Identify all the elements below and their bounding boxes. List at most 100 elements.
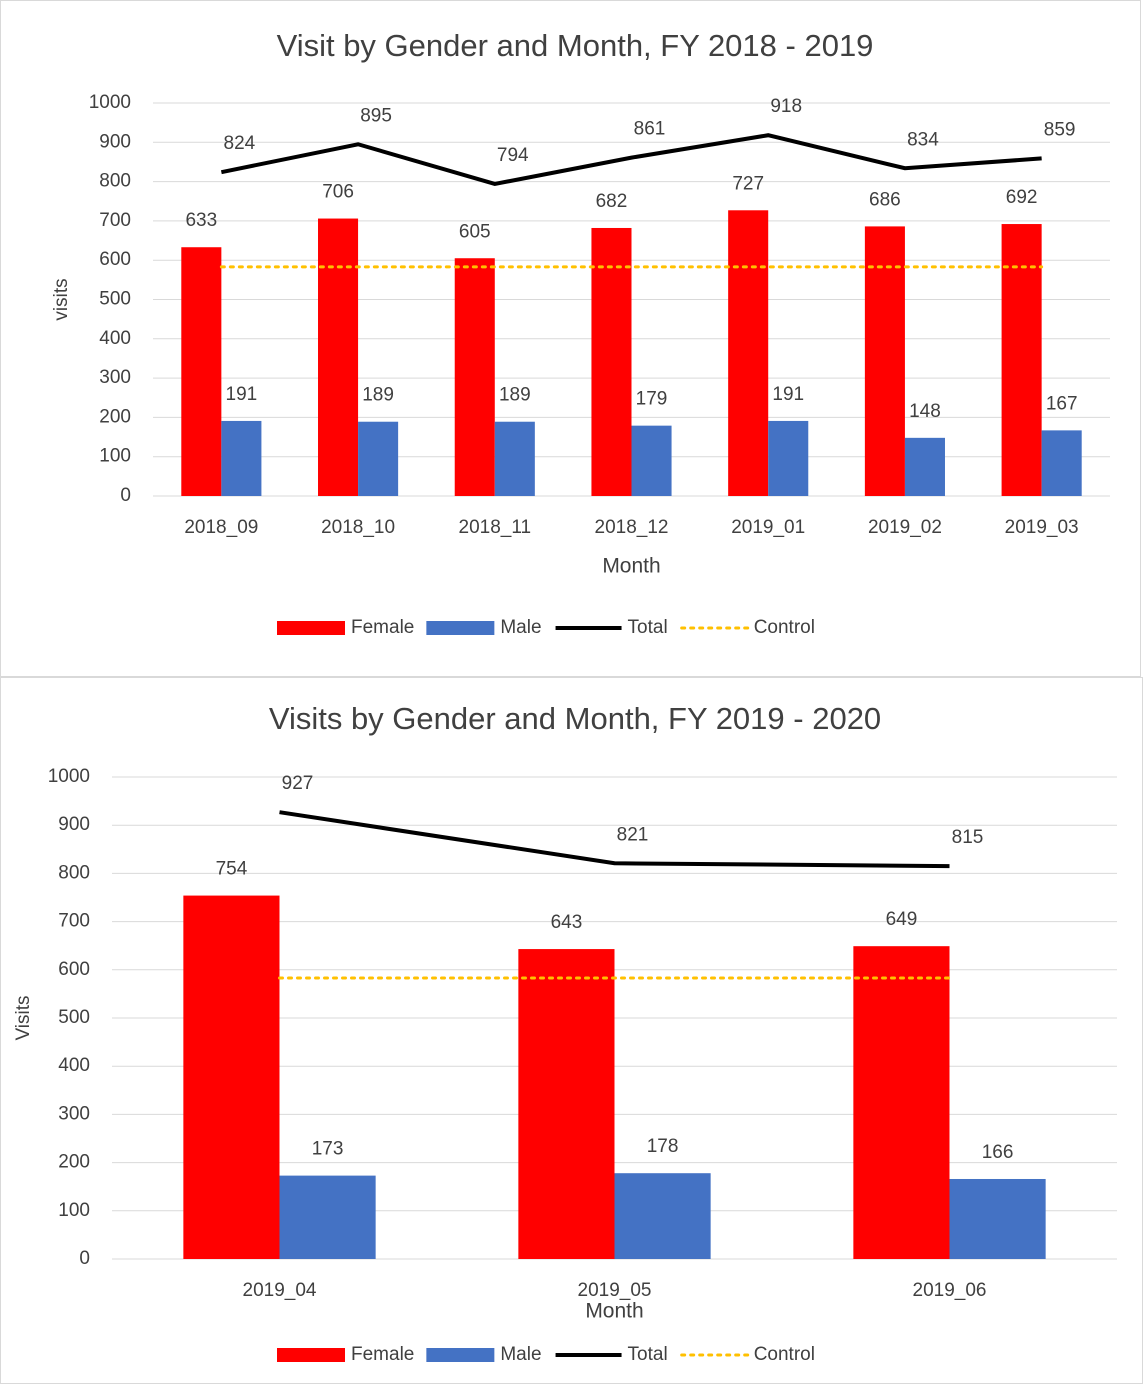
bar — [631, 425, 672, 496]
legend-label: Female — [351, 617, 414, 638]
data-label: 859 — [1044, 119, 1076, 140]
data-label: 918 — [770, 96, 802, 117]
bar — [221, 420, 262, 496]
legend-label: Female — [351, 1344, 414, 1365]
bar — [728, 210, 769, 496]
x-tick-label: 2018_10 — [321, 517, 395, 538]
bar — [318, 218, 359, 497]
y-tick-label: 100 — [58, 1200, 90, 1221]
y-tick-label: 600 — [99, 249, 131, 270]
y-tick-label: 500 — [99, 289, 131, 310]
legend-label: Male — [500, 1344, 541, 1365]
x-tick-label: 2018_12 — [595, 517, 669, 538]
data-label: 895 — [360, 105, 392, 126]
legend-swatch — [426, 1348, 495, 1362]
legend-swatch — [426, 621, 495, 635]
bar — [518, 949, 615, 1259]
data-label: 633 — [185, 210, 217, 231]
data-label: 861 — [634, 119, 666, 140]
data-label: 191 — [226, 384, 258, 405]
data-label: 727 — [732, 173, 764, 194]
bar — [949, 1178, 1046, 1259]
x-tick-label: 2019_01 — [731, 517, 805, 538]
data-label: 167 — [1046, 393, 1078, 414]
data-label: 643 — [551, 912, 583, 933]
bar — [494, 421, 535, 496]
data-label: 189 — [362, 385, 394, 406]
bar — [183, 895, 280, 1259]
y-tick-label: 900 — [58, 814, 90, 835]
y-tick-label: 0 — [120, 485, 131, 506]
y-axis-label: visits — [51, 278, 72, 320]
data-label: 649 — [886, 909, 918, 930]
data-label: 821 — [617, 824, 649, 845]
data-label: 179 — [636, 389, 668, 410]
x-tick-label: 2019_06 — [913, 1280, 987, 1301]
bar — [358, 421, 399, 496]
data-label: 148 — [909, 401, 941, 422]
chart-title: Visits by Gender and Month, FY 2019 - 20… — [269, 701, 881, 736]
data-label: 706 — [322, 182, 354, 203]
bar — [279, 1175, 376, 1259]
chart-border — [0, 0, 1141, 677]
data-label: 191 — [772, 384, 804, 405]
bar — [614, 1173, 711, 1259]
legend-swatch — [277, 1348, 345, 1362]
y-tick-label: 700 — [99, 210, 131, 231]
y-tick-label: 400 — [99, 328, 131, 349]
x-tick-label: 2019_03 — [1005, 517, 1079, 538]
data-label: 605 — [459, 221, 491, 242]
y-tick-label: 700 — [58, 911, 90, 932]
total-line — [220, 133, 1042, 187]
data-label: 178 — [647, 1136, 679, 1157]
y-tick-label: 500 — [58, 1007, 90, 1028]
data-label: 927 — [282, 773, 314, 794]
x-tick-label: 2019_02 — [868, 517, 942, 538]
y-tick-label: 200 — [99, 406, 131, 427]
y-tick-label: 1000 — [89, 92, 131, 113]
y-tick-label: 0 — [79, 1248, 90, 1269]
data-label: 834 — [907, 129, 939, 150]
y-tick-label: 900 — [99, 131, 131, 152]
bar — [1001, 224, 1042, 496]
x-tick-label: 2019_05 — [578, 1280, 652, 1301]
x-tick-label: 2018_09 — [184, 517, 258, 538]
data-label: 166 — [982, 1142, 1014, 1163]
data-label: 754 — [216, 859, 248, 880]
legend-swatch — [277, 621, 345, 635]
legend-label: Total — [628, 617, 668, 638]
bar — [768, 420, 809, 496]
bar — [904, 437, 945, 496]
chart-title: Visit by Gender and Month, FY 2018 - 201… — [277, 28, 874, 63]
data-label: 686 — [869, 189, 901, 210]
y-tick-label: 100 — [99, 446, 131, 467]
bar — [454, 258, 495, 496]
y-tick-label: 800 — [99, 171, 131, 192]
data-label: 815 — [952, 827, 984, 848]
y-tick-label: 1000 — [48, 766, 90, 787]
chart-border — [0, 677, 1143, 1384]
data-label: 794 — [497, 145, 529, 166]
data-label: 692 — [1006, 187, 1038, 208]
y-tick-label: 800 — [58, 862, 90, 883]
legend-label: Control — [754, 1344, 815, 1365]
y-tick-label: 400 — [58, 1055, 90, 1076]
legend-label: Male — [500, 617, 541, 638]
y-tick-label: 300 — [99, 367, 131, 388]
x-tick-label: 2019_04 — [243, 1280, 317, 1301]
bar — [591, 227, 632, 496]
bar — [1041, 430, 1082, 496]
y-tick-label: 300 — [58, 1103, 90, 1124]
data-label: 682 — [596, 191, 628, 212]
y-axis-label: Visits — [13, 995, 34, 1040]
legend-label: Control — [754, 617, 815, 638]
x-axis-label: Month — [585, 1300, 643, 1323]
total-line — [279, 810, 950, 869]
y-tick-label: 600 — [58, 959, 90, 980]
data-label: 173 — [312, 1139, 344, 1160]
x-tick-label: 2018_11 — [459, 517, 532, 538]
data-label: 189 — [499, 385, 531, 406]
bar — [864, 226, 905, 497]
data-label: 824 — [224, 133, 256, 154]
